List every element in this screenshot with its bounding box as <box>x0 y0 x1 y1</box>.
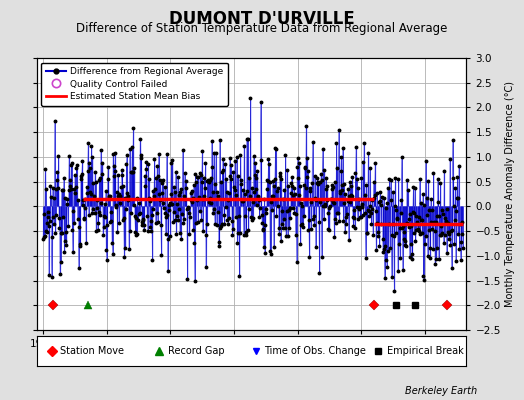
Text: Station Move: Station Move <box>60 346 124 356</box>
Text: Time of Obs. Change: Time of Obs. Change <box>265 346 366 356</box>
Text: Record Gap: Record Gap <box>168 346 224 356</box>
Legend: Difference from Regional Average, Quality Control Failed, Estimated Station Mean: Difference from Regional Average, Qualit… <box>41 62 228 106</box>
Text: Difference of Station Temperature Data from Regional Average: Difference of Station Temperature Data f… <box>77 22 447 35</box>
Text: Berkeley Earth: Berkeley Earth <box>405 386 477 396</box>
Text: DUMONT D'URVILLE: DUMONT D'URVILLE <box>169 10 355 28</box>
Y-axis label: Monthly Temperature Anomaly Difference (°C): Monthly Temperature Anomaly Difference (… <box>505 81 515 307</box>
Text: Empirical Break: Empirical Break <box>387 346 464 356</box>
